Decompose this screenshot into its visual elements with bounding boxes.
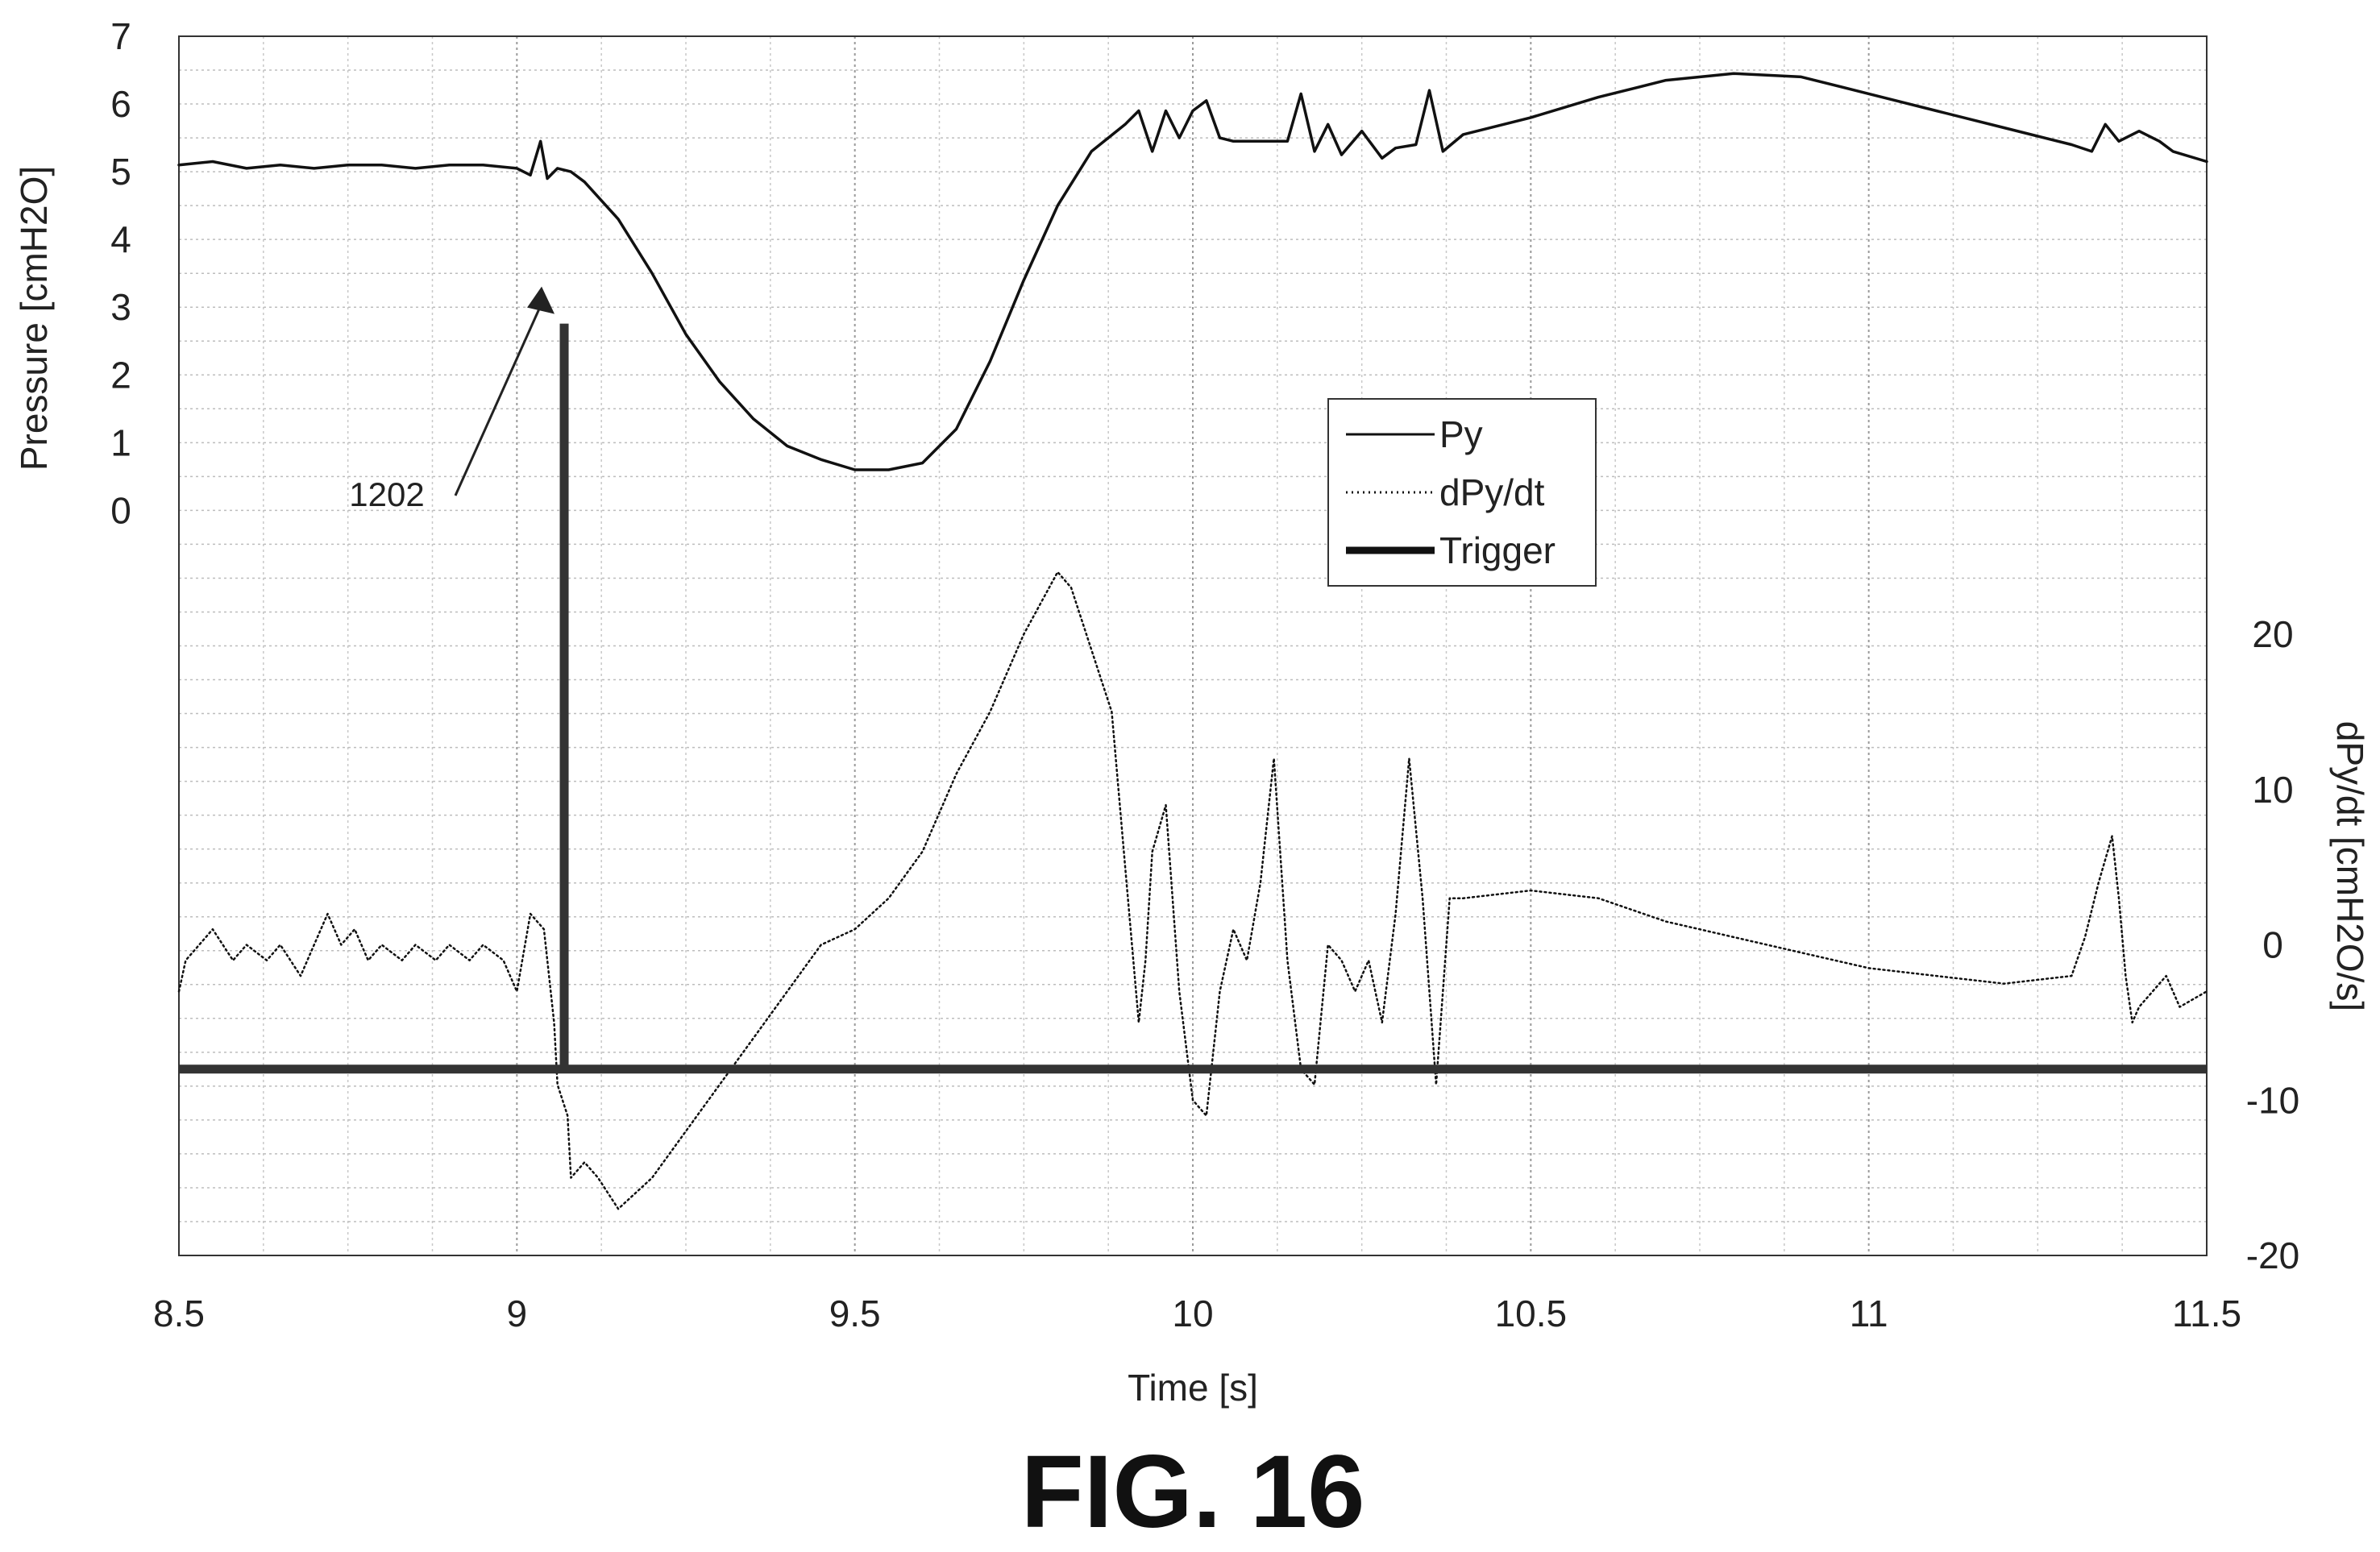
legend-label-trigger: Trigger: [1439, 529, 1556, 571]
annotation-arrowhead: [527, 286, 555, 314]
right-tick-label: -10: [2246, 1079, 2299, 1121]
x-tick-label: 8.5: [153, 1293, 205, 1334]
left-tick-label: 4: [110, 218, 131, 260]
left-axis-label: Pressure [cmH2O]: [13, 166, 55, 471]
x-tick-label: 9: [507, 1293, 528, 1334]
series-layer: [177, 72, 2208, 1210]
legend-label-py: Py: [1439, 413, 1483, 455]
annotation-arrow: [454, 302, 543, 496]
x-axis-ticks: 8.5 9 9.5 10 10.5 11 11.5: [153, 1293, 2241, 1334]
x-tick-label: 11: [1850, 1293, 1888, 1334]
series-py-line: [177, 72, 2208, 471]
chart-legend: Py dPy/dt Trigger: [1327, 398, 1597, 587]
annotation-1202: 1202: [349, 286, 555, 513]
right-axis-label: dPy/dt [cmH2O/s]: [2329, 721, 2371, 1011]
right-tick-label: 10: [2252, 769, 2293, 811]
left-tick-label: 2: [110, 354, 131, 396]
annotation-label: 1202: [349, 475, 424, 513]
figure-caption: FIG. 16: [1021, 1434, 1365, 1550]
x-tick-label: 10.5: [1495, 1293, 1568, 1334]
legend-box: [1327, 398, 1597, 587]
left-tick-label: 3: [110, 286, 131, 328]
left-tick-label: 0: [110, 489, 131, 531]
left-tick-label: 5: [110, 151, 131, 193]
left-tick-label: 7: [110, 15, 131, 57]
plot-frame: [178, 35, 2208, 1256]
left-tick-label: 6: [110, 83, 131, 125]
legend-label-dpydt: dPy/dt: [1439, 471, 1545, 513]
left-axis-ticks: 0 1 2 3 4 5 6 7: [110, 15, 131, 531]
x-tick-label: 9.5: [829, 1293, 881, 1334]
x-axis-label: Time [s]: [1128, 1367, 1258, 1409]
right-tick-label: -20: [2246, 1235, 2299, 1276]
series-dpydt-line: [177, 571, 2208, 1210]
left-tick-label: 1: [110, 421, 131, 463]
x-tick-label: 10: [1172, 1293, 1213, 1334]
right-axis-ticks: -20 -10 0 10 20: [2246, 613, 2299, 1276]
right-tick-label: 20: [2252, 613, 2293, 655]
x-tick-label: 11.5: [2172, 1293, 2241, 1334]
right-tick-label: 0: [2262, 924, 2283, 966]
series-trigger-line: [179, 323, 2207, 1074]
